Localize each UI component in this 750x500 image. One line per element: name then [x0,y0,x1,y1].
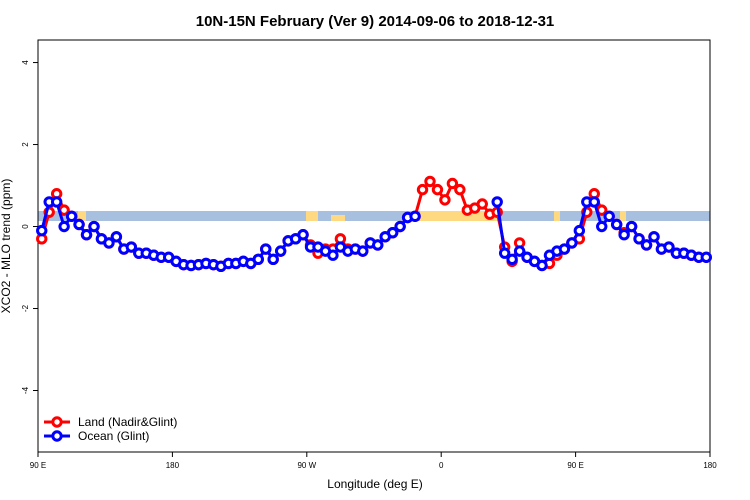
y-tick-label: 2 [21,142,30,147]
legend-label: Ocean (Glint) [78,429,149,443]
data-point [73,218,85,231]
x-tick-label: 0 [439,461,444,470]
data-point [648,231,660,243]
data-point [297,229,309,241]
y-tick-label: -4 [21,386,30,394]
data-point [558,243,571,255]
data-point [610,218,623,231]
data-point [454,183,466,196]
legend-label: Land (Nadir&Glint) [78,415,177,429]
data-point [394,220,406,233]
data-point [700,251,712,263]
data-point [618,229,630,241]
data-point [267,253,279,266]
x-tick-label: 180 [703,461,717,470]
data-point [386,226,399,239]
data-point [372,239,384,251]
data-point [409,210,421,222]
legend-marker [51,430,63,442]
map-band [38,211,710,221]
data-point [36,224,48,237]
data-point [58,220,70,233]
x-tick-label: 180 [166,461,180,470]
data-point [274,245,287,257]
data-point [431,183,444,196]
data-point [640,239,653,251]
y-tick-label: -2 [21,304,30,312]
legend-marker [51,416,63,428]
x-tick-label: 90 E [567,461,583,470]
data-point [491,196,503,208]
x-tick-label: 90 W [297,461,316,470]
data-point [439,194,451,206]
data-point [327,249,339,261]
data-point [252,253,264,266]
data-point [588,196,600,208]
y-tick-label: 4 [21,60,30,65]
plot-frame [37,39,711,453]
data-point [125,241,138,253]
data-point [416,183,429,196]
data-point [357,245,369,257]
data-point [625,220,638,233]
data-point [498,247,511,259]
x-axis-label: Longitude (deg E) [327,477,422,491]
data-point [103,237,115,249]
data-point [663,241,675,253]
data-point [260,243,272,255]
x-tick-label: 90 E [30,461,46,470]
chart-title: 10N-15N February (Ver 9) 2014-09-06 to 2… [196,13,555,30]
y-axis-label: XCO2 - MLO trend (ppm) [0,179,13,314]
data-point [80,229,93,241]
data-point [536,259,548,272]
data-point [88,220,100,233]
y-tick-label: 0 [21,224,30,229]
data-point [513,245,526,257]
data-point [633,233,645,245]
data-point [596,220,608,233]
data-point [506,253,518,266]
data-point [603,210,615,222]
data-point [65,210,78,222]
data-point [424,175,436,188]
data-point [446,177,459,190]
data-point [566,237,578,249]
data-point [110,231,123,243]
data-point [476,198,488,210]
data-point [50,196,63,208]
data-point [573,224,586,237]
